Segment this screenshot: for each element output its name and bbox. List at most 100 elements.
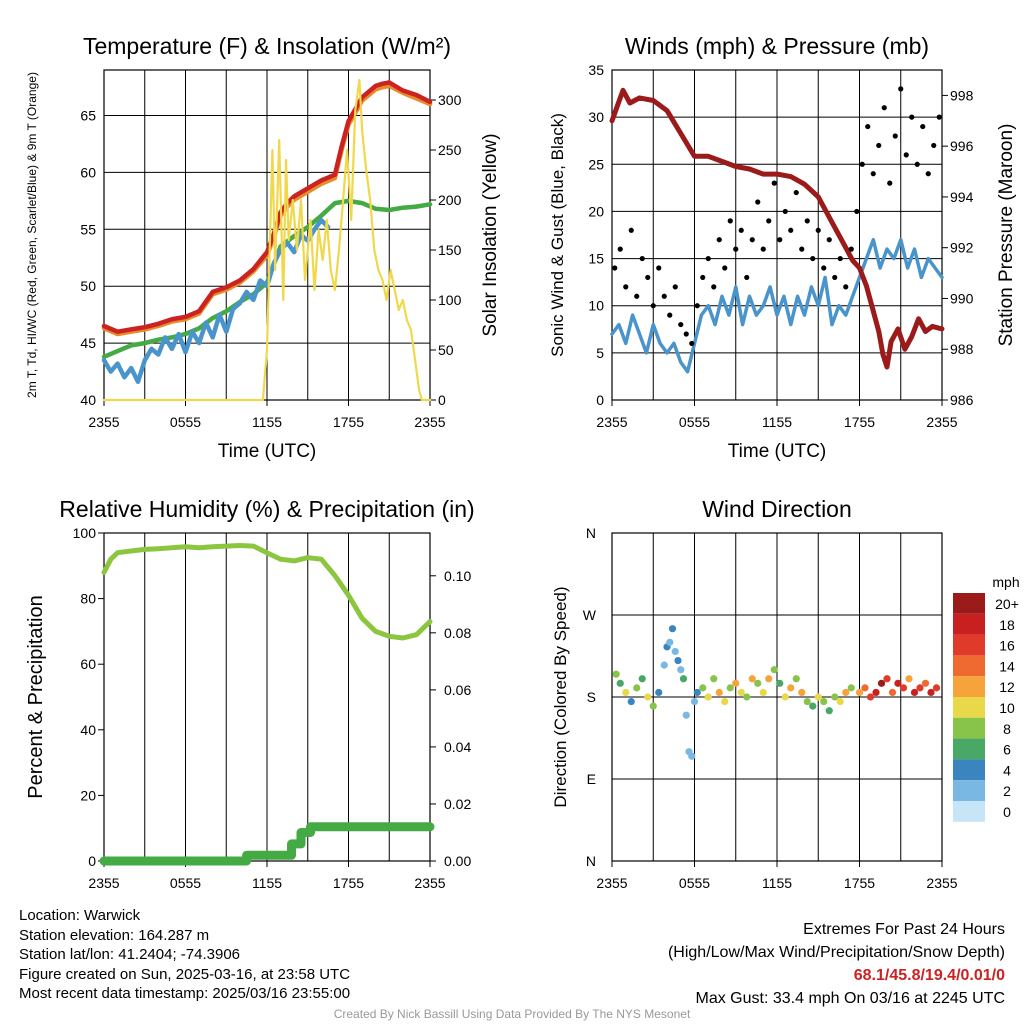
- temp-y-tick-label: 50: [80, 278, 96, 294]
- meteogram: 2355 0555 1155 1755 2355 Temperature (F) & In…: [0, 0, 1024, 1024]
- direction-point: [644, 693, 651, 700]
- gust-point: [689, 341, 694, 346]
- gust-point: [783, 209, 788, 214]
- gust-point: [755, 199, 760, 204]
- dir-legend-swatch: [953, 614, 985, 635]
- temp-y-axis-label: 2m T, Td, HI/WC (Red, Green, Scarlet/Blu…: [25, 72, 39, 398]
- dir-legend-label: 0: [1003, 804, 1011, 820]
- gust-point: [645, 275, 650, 280]
- gust-point: [684, 331, 689, 336]
- gust-point: [887, 181, 892, 186]
- direction-point: [633, 684, 640, 691]
- temp-x-axis-label: Time (UTC): [218, 441, 317, 462]
- direction-point: [776, 680, 783, 687]
- dir-legend-swatch: [953, 759, 985, 780]
- gust-point: [634, 294, 639, 299]
- temp-chart-title: Temperature (F) & Insolation (W/m²): [83, 33, 451, 59]
- temp-y-tick-label: 55: [80, 221, 96, 237]
- direction-point: [793, 675, 800, 682]
- direction-point: [820, 698, 827, 705]
- wind-y-tick-label: 15: [588, 251, 604, 267]
- dir-legend-label: 2: [1003, 783, 1011, 799]
- direction-point: [688, 753, 695, 760]
- temp-y-tick-label: 65: [80, 108, 96, 124]
- rh-chart-title: Relative Humidity (%) & Precipitation (i…: [59, 496, 474, 522]
- temp-x-tick-label: 1155: [252, 414, 282, 430]
- gust-point: [937, 115, 942, 120]
- direction-point: [867, 693, 874, 700]
- gust-point: [640, 256, 645, 261]
- gust-point: [843, 284, 848, 289]
- temp-y2-tick-label: 50: [438, 342, 454, 358]
- direction-point: [905, 675, 912, 682]
- rh-y2-tick-label: 0.10: [444, 568, 471, 584]
- temp-x-tick-label: 2355: [414, 414, 445, 430]
- dir-legend-label: 10: [999, 700, 1015, 716]
- extremes-title: Extremes For Past 24 Hours: [668, 918, 1005, 941]
- temp-y-tick-label: 40: [80, 392, 96, 408]
- gust-point: [816, 228, 821, 233]
- direction-point: [622, 689, 629, 696]
- direction-point: [900, 684, 907, 691]
- direction-point: [680, 675, 687, 682]
- direction-point: [804, 698, 811, 705]
- dir-legend-label: 6: [1003, 742, 1011, 758]
- dir-legend-label: 8: [1003, 721, 1011, 737]
- direction-point: [738, 689, 745, 696]
- temp-y-tick-label: 60: [80, 164, 96, 180]
- direction-point: [782, 693, 789, 700]
- wind-x-tick-label: 1755: [844, 414, 875, 430]
- credit-text: Created By Nick Bassill Using Data Provi…: [0, 1007, 1024, 1021]
- station-info: Location: Warwick Station elevation: 164…: [19, 906, 350, 1004]
- direction-point: [922, 680, 929, 687]
- temp-series-line-3: [104, 220, 328, 382]
- temp-x-tick-label: 0555: [170, 414, 201, 430]
- gust-point: [777, 237, 782, 242]
- gust-point: [717, 237, 722, 242]
- rh-y-tick-label: 0: [88, 853, 96, 869]
- direction-point: [848, 684, 855, 691]
- dir-chart-title: Wind Direction: [702, 496, 852, 522]
- dir-x-tick-label: 2355: [926, 875, 957, 891]
- gust-point: [678, 322, 683, 327]
- temp-y2-tick-label: 100: [438, 292, 462, 308]
- gust-point: [788, 228, 793, 233]
- dir-legend-label: 16: [999, 638, 1015, 654]
- rh-y2-tick-label: 0.06: [444, 682, 471, 698]
- rh-y-tick-label: 40: [80, 722, 96, 738]
- wind-y2-tick-label: 988: [950, 341, 974, 357]
- wind-y2-tick-label: 990: [950, 290, 974, 306]
- dir-legend-swatch: [953, 676, 985, 697]
- rh-x-tick-label: 1155: [252, 875, 282, 891]
- gust-point: [799, 247, 804, 252]
- dir-legend-swatch: [953, 739, 985, 760]
- gust-point: [651, 303, 656, 308]
- wind-x-tick-label: 0555: [679, 414, 710, 430]
- wind-y2-tick-label: 994: [950, 189, 974, 205]
- gust-point: [849, 247, 854, 252]
- dir-y-tick-label: S: [587, 689, 596, 705]
- wind-x-tick-label: 2355: [596, 414, 627, 430]
- wind-y-tick-label: 35: [588, 62, 604, 78]
- dir-y-tick-label: W: [583, 607, 597, 623]
- direction-point: [927, 689, 934, 696]
- dir-legend-swatch: [953, 801, 985, 822]
- wind-y2-tick-label: 996: [950, 138, 974, 154]
- rh-y2-tick-label: 0.08: [444, 625, 471, 641]
- gust-point: [761, 247, 766, 252]
- gust-point: [821, 265, 826, 270]
- direction-point: [787, 684, 794, 691]
- direction-point: [677, 666, 684, 673]
- temp-y2-axis-label: Solar Insolation (Yellow): [480, 133, 501, 336]
- direction-point: [721, 698, 728, 705]
- temp-y2-tick-label: 250: [438, 142, 462, 158]
- rh-y-tick-label: 80: [80, 591, 96, 607]
- direction-point: [809, 703, 816, 710]
- gust-point: [728, 218, 733, 223]
- gust-point: [662, 294, 667, 299]
- gust-point: [612, 265, 617, 270]
- wind-chart-title: Winds (mph) & Pressure (mb): [625, 33, 929, 59]
- gust-point: [695, 303, 700, 308]
- wind-y2-tick-label: 992: [950, 240, 974, 256]
- gust-point: [794, 190, 799, 195]
